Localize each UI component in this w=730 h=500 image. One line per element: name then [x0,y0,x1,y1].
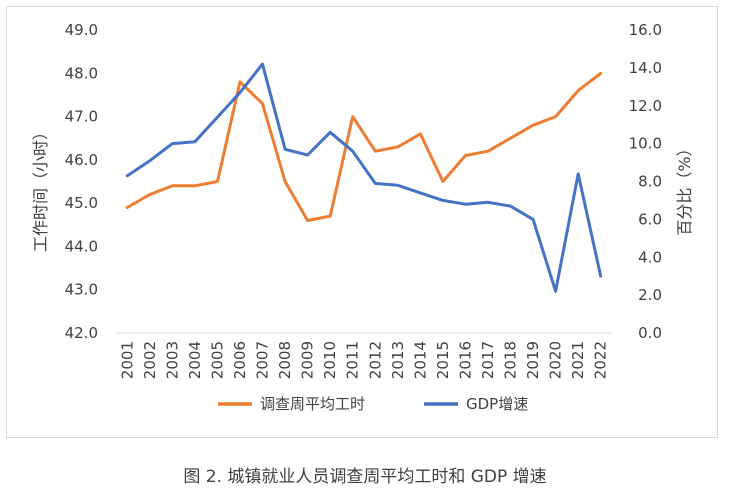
right-tick-label: 14.0 [629,59,662,77]
x-tick-label: 2008 [276,341,294,379]
x-tick-label: 2001 [118,341,136,379]
right-tick-label: 6.0 [638,210,662,228]
x-tick-label: 2009 [299,341,317,379]
series-layer [125,62,603,293]
x-tick-label: 2004 [186,341,204,379]
x-tick-label: 2018 [502,341,520,379]
x-tick-label: 2006 [231,341,249,379]
right-tick-label: 8.0 [638,173,662,191]
legend-label: 调查周平均工时 [260,395,365,413]
left-tick-label: 47.0 [65,108,98,126]
x-tick-label: 2015 [434,341,452,379]
left-tick-label: 49.0 [65,21,98,39]
left-tick-label: 42.0 [65,324,98,342]
figure-frame [6,6,718,438]
x-tick-label: 2007 [254,341,272,379]
legend: 调查周平均工时 GDP增速 [218,395,528,413]
x-tick-label: 2020 [547,341,565,379]
x-tick-label: 2019 [524,341,542,379]
x-tick-label: 2016 [456,341,474,379]
x-tick-label: 2021 [569,341,587,379]
left-tick-label: 44.0 [65,237,98,255]
x-tick-label: 2014 [411,341,429,379]
line-chart: 42.0 43.0 44.0 45.0 46.0 47.0 48.0 49.0 0.0 2.0 4… [31,21,694,413]
left-tick-label: 45.0 [65,194,98,212]
right-tick-label: 12.0 [629,97,662,115]
x-tick-label: 2022 [592,341,610,379]
left-axis-title: 工作时间（小时） [31,124,50,252]
x-tick-label: 2011 [344,341,362,379]
right-tick-label: 4.0 [638,248,662,266]
x-tick-label: 2017 [479,341,497,379]
figure-caption: 图 2. 城镇就业人员调查周平均工时和 GDP 增速 [183,467,547,487]
x-tick-label: 2010 [321,341,339,379]
right-tick-label: 2.0 [638,286,662,304]
x-axis: 2001 2002 2003 2004 2005 2006 2007 2008 2009 2010… [116,332,612,379]
legend-label: GDP增速 [466,395,528,413]
series-line-gdp-growth [125,62,603,293]
x-tick-label: 2002 [141,341,159,379]
right-axis: 0.0 2.0 4.0 6.0 8.0 10.0 12.0 14.0 16.0 [629,21,662,342]
left-tick-label: 46.0 [65,151,98,169]
x-tick-label: 2005 [208,341,226,379]
right-axis-title: 百分比（%） [675,140,694,235]
series-line-working-hours [125,71,603,222]
left-tick-label: 48.0 [65,64,98,82]
x-tick-label: 2003 [163,341,181,379]
left-axis: 42.0 43.0 44.0 45.0 46.0 47.0 48.0 49.0 [65,21,98,342]
left-tick-label: 43.0 [65,281,98,299]
right-tick-label: 16.0 [629,21,662,39]
x-tick-label: 2013 [389,341,407,379]
x-tick-label: 2012 [366,341,384,379]
right-tick-label: 0.0 [638,324,662,342]
right-tick-label: 10.0 [629,135,662,153]
